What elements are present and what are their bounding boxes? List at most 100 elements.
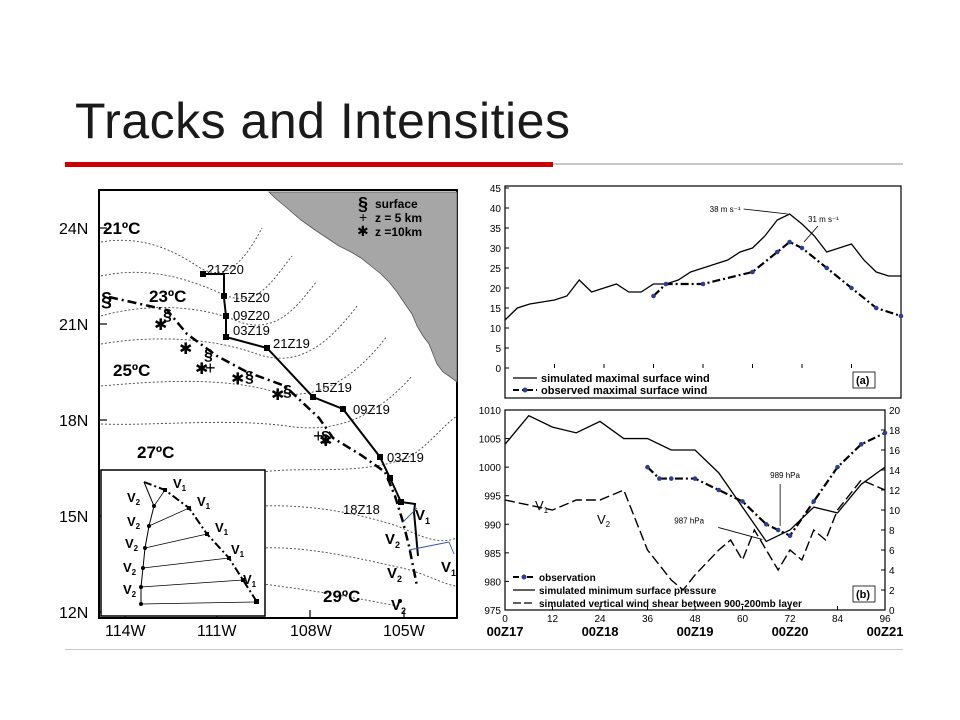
annotation-label: 987 hPa [674, 516, 704, 525]
data-point [787, 533, 793, 539]
date-label: 00Z20 [772, 624, 809, 639]
simulated-track-markers [200, 271, 404, 505]
annotation-arrow [718, 527, 763, 540]
plot-b-frame [504, 409, 886, 611]
svg-text:V2: V2 [385, 531, 400, 550]
series-observed-wind [652, 240, 902, 318]
data-point [811, 499, 817, 504]
svg-text:V1: V1 [231, 542, 245, 559]
y-tick-label: 10 [490, 324, 502, 335]
panel-label-box [852, 585, 876, 603]
lon-label: 114W [105, 623, 147, 639]
series-vertical-shear [504, 479, 886, 592]
x-tick-label: 12 [547, 614, 559, 625]
sst-label: 23ºC [149, 287, 186, 306]
y-tick-label: 985 [484, 549, 501, 560]
data-point [668, 476, 674, 481]
data-point [835, 464, 840, 470]
svg-text:V2: V2 [125, 536, 139, 553]
date-label: 00Z17 [487, 624, 524, 639]
lat-label: 12N [59, 605, 88, 622]
svg-text:V2: V2 [127, 490, 141, 507]
asterisk-icon: ✱ [195, 361, 208, 378]
y-tick-label: 1000 [479, 463, 502, 474]
date-label: 00Z21 [867, 624, 904, 639]
sst-label: 21ºC [103, 219, 140, 238]
data-point [763, 521, 769, 527]
data-point [657, 476, 662, 481]
svg-text:V1: V1 [441, 559, 456, 578]
storm-symbol-icon: § [101, 289, 112, 311]
track-map: 24N 21N 18N 15N 12N 114W 111W 108W 105W … [57, 186, 463, 639]
y-tick-label: 2 [889, 586, 895, 597]
observed-wind-markers [651, 239, 904, 319]
time-label: 15Z19 [315, 380, 352, 395]
y-tick-label: 8 [889, 526, 895, 537]
series-simulated-pressure [504, 414, 886, 543]
y-tick-label: 1005 [479, 435, 502, 446]
data-point [849, 285, 854, 291]
svg-text:V1: V1 [415, 507, 430, 526]
data-point [645, 464, 650, 470]
annotation-arrow [743, 208, 788, 215]
plus-icon: + [205, 358, 216, 378]
x-tick-label: 36 [642, 614, 654, 625]
data-point [787, 239, 792, 245]
y-tick-label: 975 [484, 606, 501, 617]
lon-label: 105W [383, 623, 426, 639]
observation-markers [645, 430, 888, 539]
y-axis-ticks-left: 975 980 985 990 995 1000 1005 1010 [479, 406, 509, 617]
data-point [740, 499, 745, 504]
storm-symbol-icon: § [283, 383, 292, 400]
storm-symbol-icon: § [204, 347, 213, 364]
x-tick-label: 84 [832, 614, 844, 625]
svg-text:V2: V2 [387, 565, 402, 584]
asterisk-icon: ✱ [231, 371, 244, 388]
footer-rule [65, 649, 903, 650]
legend-label: surface [375, 197, 418, 211]
svg-text:V1: V1 [243, 572, 257, 589]
y-axis-ticks: 0 5 10 15 20 25 30 35 40 45 [490, 184, 509, 375]
x-axis-ticks: 0 12 24 36 48 60 72 84 96 [502, 606, 891, 625]
data-point [774, 249, 780, 255]
date-labels: 00Z17 00Z18 00Z19 00Z20 00Z21 [487, 624, 904, 639]
lat-label: 21N [59, 317, 88, 334]
asterisk-icon: ✱ [319, 433, 332, 450]
data-point [898, 313, 904, 319]
data-point [750, 269, 755, 275]
sst-label: 27ºC [137, 443, 174, 462]
y-tick-label: 990 [484, 520, 501, 531]
lon-label: 111W [197, 623, 237, 639]
velocity-labels: V1 V2 V2 V1 V2 [385, 507, 456, 616]
y-tick-label: 20 [889, 406, 901, 417]
x-tick-label: 96 [879, 614, 891, 625]
data-point [716, 487, 722, 493]
storm-symbol-icon: § [245, 369, 254, 386]
y-tick-label: 25 [490, 264, 502, 275]
legend-label: simulated vertical wind shear between 90… [539, 599, 802, 610]
curve-label: V1 [535, 498, 549, 515]
svg-text:V1: V1 [215, 520, 229, 537]
plus-icon: + [313, 426, 324, 446]
data-point [692, 476, 698, 481]
legend-label: simulated maximal surface wind [541, 373, 710, 385]
data-point [824, 265, 830, 271]
svg-text:V2: V2 [123, 560, 137, 577]
inset-schematic: V1 V1 V1 V1 V1 V2 V2 V2 V2 V2 [123, 476, 259, 606]
asterisk-icon: ✱ [271, 387, 284, 404]
y-tick-label: 5 [495, 344, 501, 355]
asterisk-icon: ✱ [179, 341, 192, 358]
observed-track [108, 295, 419, 587]
y-tick-label: 14 [889, 466, 901, 477]
time-label: 21Z19 [273, 336, 310, 351]
plus-icon: + [359, 209, 367, 225]
asterisk-icon: ✱ [357, 223, 369, 239]
sst-label: 25ºC [113, 361, 150, 380]
y-tick-label: 0 [889, 606, 895, 617]
y-tick-label: 30 [490, 244, 502, 255]
lat-label: 24N [59, 221, 88, 238]
y-tick-label: 12 [889, 486, 901, 497]
asterisk-icon: ✱ [154, 317, 167, 334]
y-tick-label: 16 [889, 446, 901, 457]
